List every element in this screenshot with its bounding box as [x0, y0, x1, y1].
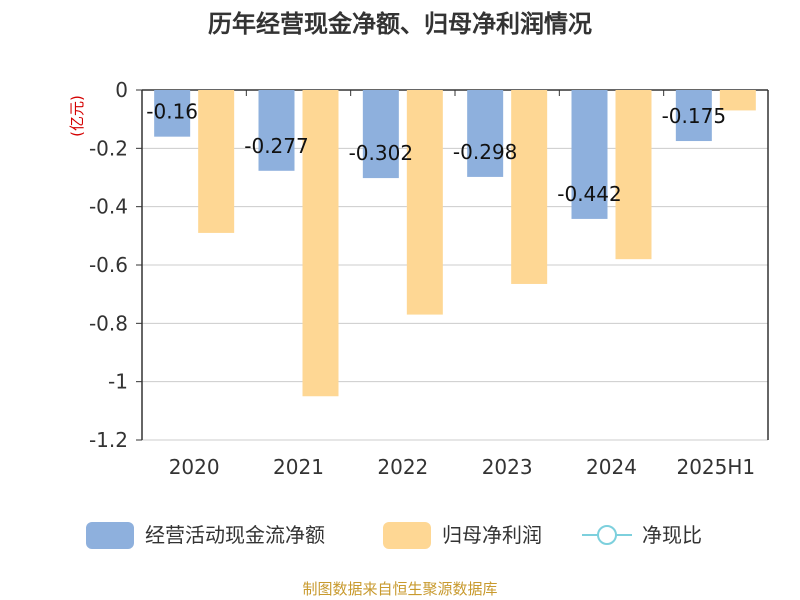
bar-net-profit: [302, 90, 339, 397]
bar-cashflow: [675, 90, 712, 142]
x-tick-label: 2024: [586, 455, 637, 479]
y-tick-label: -0.6: [89, 253, 128, 277]
bar-net-profit: [511, 90, 548, 284]
x-tick-label: 2023: [482, 455, 533, 479]
data-labels: -0.16 -0.277 -0.302 -0.298 -0.442 -0.175: [146, 100, 726, 206]
x-tick-label: 2025H1: [676, 455, 755, 479]
bars: [154, 90, 756, 397]
legend-label-cashflow[interactable]: 经营活动现金流净额: [145, 523, 325, 547]
bar-cashflow: [467, 90, 504, 177]
y-tick-label: -0.2: [89, 136, 128, 160]
bar-data-label: -0.277: [244, 134, 308, 158]
y-tick-label: -1.2: [89, 428, 128, 452]
legend-label-ratio[interactable]: 净现比: [642, 523, 702, 547]
x-tick-label: 2022: [377, 455, 428, 479]
legend-swatch-net-profit[interactable]: [383, 522, 431, 549]
y-axis-label: (亿元): [68, 95, 86, 137]
legend-label-net-profit[interactable]: 归母净利润: [442, 523, 542, 547]
bar-cashflow: [258, 90, 295, 171]
grid-lines: [136, 89, 768, 441]
chart-title: 历年经营现金净额、归母净利润情况: [208, 10, 592, 38]
bar-net-profit: [406, 90, 443, 315]
x-tick-label: 2021: [273, 455, 324, 479]
bar-data-label: -0.302: [349, 141, 413, 165]
bar-data-label: -0.175: [662, 104, 726, 128]
bar-cashflow: [154, 90, 191, 137]
y-tick-label: -0.4: [89, 195, 128, 219]
y-tick-label: -1: [108, 370, 128, 394]
bar-cashflow: [571, 90, 608, 219]
y-tick-labels: 0 -0.2 -0.4 -0.6 -0.8 -1 -1.2: [89, 78, 128, 452]
bar-data-label: -0.442: [557, 182, 621, 206]
bar-net-profit: [615, 90, 652, 260]
bar-data-label: -0.298: [453, 140, 517, 164]
x-tick-label: 2020: [169, 455, 220, 479]
legend[interactable]: 经营活动现金流净额 归母净利润 净现比: [86, 522, 702, 549]
axes: [141, 89, 769, 440]
source-note: 制图数据来自恒生聚源数据库: [302, 580, 497, 598]
legend-swatch-cashflow[interactable]: [86, 522, 134, 549]
bar-data-label: -0.16: [146, 100, 198, 124]
legend-marker-ratio[interactable]: [597, 525, 617, 545]
bar-net-profit: [198, 90, 235, 233]
y-tick-label: -0.8: [89, 311, 128, 335]
bar-cashflow: [362, 90, 399, 179]
x-tick-labels: 2020 2021 2022 2023 2024 2025H1: [169, 455, 755, 479]
bar-net-profit: [719, 90, 756, 111]
y-tick-label: 0: [115, 78, 128, 102]
